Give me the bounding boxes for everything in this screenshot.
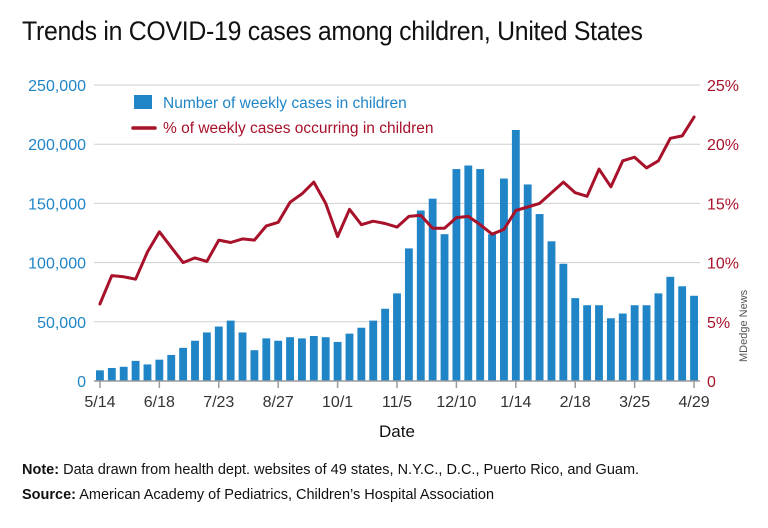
bar bbox=[523, 184, 532, 381]
bar bbox=[547, 241, 556, 381]
bar bbox=[250, 350, 259, 381]
bar bbox=[535, 214, 544, 381]
chart-title: Trends in COVID-19 cases among children,… bbox=[22, 16, 643, 46]
bar bbox=[345, 333, 354, 381]
bar bbox=[298, 338, 306, 381]
bar bbox=[167, 354, 176, 381]
bar bbox=[238, 332, 247, 381]
bar bbox=[155, 359, 164, 381]
bar bbox=[595, 305, 603, 381]
credit-text: MDedge News bbox=[738, 289, 750, 362]
y-right-tick-label: 15% bbox=[707, 196, 739, 213]
bar bbox=[678, 286, 687, 381]
x-axis-label: Date bbox=[379, 422, 415, 441]
x-tick-label: 3/25 bbox=[619, 394, 650, 411]
bar bbox=[452, 169, 461, 381]
bar bbox=[559, 263, 568, 381]
x-tick-label: 12/10 bbox=[436, 394, 476, 411]
x-tick-label: 5/14 bbox=[84, 394, 115, 411]
percent-line bbox=[98, 115, 696, 306]
x-tick-label: 7/23 bbox=[203, 394, 234, 411]
bar bbox=[321, 337, 330, 381]
bar bbox=[286, 337, 294, 381]
y-right-tick-label: 0 bbox=[707, 374, 716, 391]
bar bbox=[96, 370, 104, 381]
bar bbox=[618, 313, 627, 381]
bar bbox=[476, 169, 485, 381]
bar bbox=[333, 341, 342, 381]
bar bbox=[393, 293, 401, 381]
bar bbox=[226, 320, 235, 381]
bar bbox=[666, 276, 675, 381]
bar bbox=[119, 366, 128, 381]
y-left-tick-label: 100,000 bbox=[28, 256, 86, 273]
source-text: American Academy of Pediatrics, Children… bbox=[76, 487, 495, 503]
legend-bar-swatch bbox=[134, 95, 152, 109]
bar bbox=[416, 210, 425, 381]
y-right-tick-label: 20% bbox=[707, 137, 739, 154]
bar bbox=[381, 308, 390, 381]
legend: Number of weekly cases in children % of w… bbox=[131, 95, 434, 137]
note-text: Data drawn from health dept. websites of… bbox=[59, 462, 640, 478]
bar bbox=[440, 234, 449, 381]
axes: 0 0 50,000 5% 100,000 10% 150,000 15% 200,000 20%… bbox=[28, 78, 739, 441]
bar bbox=[274, 340, 283, 381]
line-series bbox=[98, 115, 696, 306]
x-tick-label: 6/18 bbox=[144, 394, 175, 411]
bar bbox=[131, 360, 140, 381]
y-left-tick-label: 50,000 bbox=[37, 315, 86, 332]
bar-series bbox=[96, 129, 698, 381]
y-right-tick-label: 10% bbox=[707, 256, 739, 273]
x-tick-label: 2/18 bbox=[560, 394, 591, 411]
bar bbox=[642, 305, 651, 381]
x-tick-label: 4/29 bbox=[678, 394, 709, 411]
x-tick-label: 10/1 bbox=[322, 394, 353, 411]
bar bbox=[191, 340, 199, 381]
bar bbox=[404, 248, 413, 381]
bar bbox=[606, 318, 615, 381]
bar bbox=[571, 298, 580, 381]
bar bbox=[107, 367, 116, 381]
bar bbox=[500, 178, 508, 381]
chart-source: Source: American Academy of Pediatrics, … bbox=[22, 487, 494, 503]
y-right-tick-label: 5% bbox=[707, 315, 730, 332]
chart-note: Note: Data drawn from health dept. websi… bbox=[22, 462, 639, 478]
y-left-tick-label: 0 bbox=[77, 374, 86, 391]
y-left-tick-label: 200,000 bbox=[28, 137, 86, 154]
bar bbox=[583, 305, 592, 381]
legend-bar-label: Number of weekly cases in children bbox=[163, 95, 407, 112]
bar bbox=[179, 347, 188, 381]
bar bbox=[488, 234, 496, 381]
bar bbox=[143, 364, 152, 381]
bar bbox=[309, 336, 318, 381]
y-right-tick-label: 25% bbox=[707, 78, 739, 95]
bar bbox=[511, 129, 520, 381]
bar bbox=[214, 326, 223, 381]
bar bbox=[428, 198, 437, 381]
y-left-tick-label: 250,000 bbox=[28, 78, 86, 95]
bar bbox=[202, 332, 211, 381]
y-left-tick-label: 150,000 bbox=[28, 196, 86, 213]
x-tick-label: 8/27 bbox=[263, 394, 294, 411]
source-label: Source: bbox=[22, 487, 76, 503]
legend-line-label: % of weekly cases occurring in children bbox=[163, 120, 434, 137]
bar bbox=[654, 293, 663, 381]
bar bbox=[690, 295, 698, 381]
bar bbox=[262, 338, 271, 381]
x-tick-label: 11/5 bbox=[382, 394, 412, 411]
bar bbox=[357, 327, 366, 381]
bar bbox=[630, 305, 639, 381]
x-tick-label: 1/14 bbox=[500, 394, 531, 411]
bar bbox=[464, 165, 473, 381]
note-label: Note: bbox=[22, 462, 60, 478]
bar bbox=[369, 320, 378, 381]
